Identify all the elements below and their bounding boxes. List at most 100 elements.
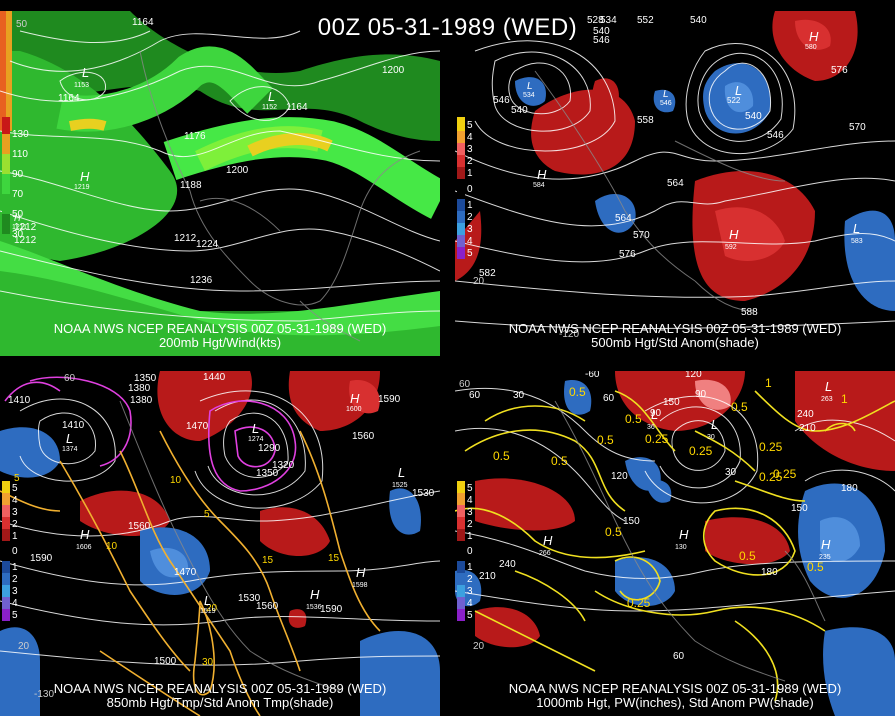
map-1000mb: 60 30 60 90 120 150 240 210 180 120 150 …	[455, 371, 895, 716]
high-value: 1536	[306, 604, 322, 611]
low-marker: L	[663, 89, 669, 100]
scale-label: 110	[12, 149, 28, 160]
contour-label: 1320	[272, 460, 295, 471]
scale-label: 3	[467, 586, 473, 597]
main-title: 00Z 05-31-1989 (WED)	[317, 14, 578, 41]
low-marker: L	[735, 83, 742, 98]
temp-label: 10	[106, 541, 118, 552]
pw-label: 0.25	[627, 596, 651, 610]
scale-label: 90	[12, 169, 24, 180]
temp-label: 15	[262, 555, 274, 566]
contour-label: 1236	[190, 275, 213, 286]
scale-label: 130	[12, 129, 29, 140]
contour-label: 1560	[256, 601, 279, 612]
edge-label: -130	[34, 689, 54, 700]
contour-label: 240	[499, 559, 516, 570]
contour-label: 1350	[134, 373, 157, 384]
panel-caption-field: 850mb Hgt/Tmp/Std Anom Tmp(shade)	[106, 695, 334, 710]
scale-label: 1	[467, 531, 473, 542]
map-850mb: 1410 1380 1350 1380 1440 1470 1290 1320 …	[0, 371, 440, 716]
low-marker: L	[268, 89, 275, 104]
pw-label: 1	[765, 376, 772, 390]
low-value: 1525	[392, 482, 408, 489]
contour-label: 1188	[180, 180, 202, 191]
contour-label: 1470	[186, 421, 209, 432]
contour-label: 1410	[62, 420, 85, 431]
color-scale: 5 4 3 2 1 0 1 2 3 4 5	[457, 117, 473, 259]
contour-label: 576	[619, 249, 636, 260]
color-scale: 130 110 90 70 50 30	[2, 117, 29, 240]
contour-label: 1560	[352, 431, 375, 442]
scale-label: 2	[467, 519, 473, 530]
panel-caption-source: NOAA NWS NCEP REANALYSIS 00Z 05-31-1989 …	[53, 681, 387, 696]
contour-label: -60	[585, 371, 600, 380]
temp-label: 5	[204, 509, 210, 520]
contour-label: 1212	[174, 233, 197, 244]
contour-label: 1440	[203, 372, 226, 383]
panel-caption-source: NOAA NWS NCEP REANALYSIS 00Z 05-31-1989 …	[508, 321, 842, 336]
scale-label: 1	[467, 562, 473, 573]
contour-label: 540	[690, 15, 707, 26]
contour-label: 1350	[256, 468, 279, 479]
scale-label: 5	[12, 483, 18, 494]
contour-label: 1164	[132, 17, 154, 28]
high-value: 592	[725, 244, 737, 251]
scale-label: 70	[12, 189, 24, 200]
color-scale: 5 4 3 2 1 0 1 2 3 4 5	[2, 481, 18, 621]
high-value: 1600	[346, 406, 362, 413]
contour-label: 60	[469, 390, 481, 401]
contour-label: 1212	[14, 235, 37, 246]
contour-label: 1176	[184, 131, 206, 142]
scale-label: 2	[467, 156, 473, 167]
contour-label: 1164	[58, 93, 80, 104]
panel-500mb-height-anomaly: 528 534 540 546 552 540 546 540 558 564 …	[455, 11, 895, 356]
low-value: 1274	[248, 436, 264, 443]
high-value: 235	[819, 554, 831, 561]
scale-label: 3	[12, 586, 18, 597]
contour-label: 180	[761, 567, 778, 578]
contour-label: 60	[673, 651, 685, 662]
low-marker: L	[66, 431, 73, 446]
contour-label: 180	[841, 483, 858, 494]
panel-caption-field: 200mb Hgt/Wind(kts)	[158, 335, 282, 350]
low-value: 1374	[62, 446, 78, 453]
pw-label: 0.5	[625, 412, 642, 426]
scale-label: 2	[12, 574, 18, 585]
low-marker: L	[398, 465, 405, 480]
map-200mb: 1164 1164 1200 1176 1188 1200 1212 1212 …	[0, 11, 440, 356]
contour-label: 564	[615, 213, 632, 224]
contour-label: 90	[695, 389, 707, 400]
panel-caption-source: NOAA NWS NCEP REANALYSIS 00Z 05-31-1989 …	[53, 321, 387, 336]
contour-label: 546	[593, 35, 610, 46]
low-marker: L	[711, 417, 718, 432]
high-marker: H	[356, 565, 366, 580]
contour-label: 1164	[286, 102, 308, 113]
low-marker: L	[651, 407, 658, 422]
low-value: 1519	[200, 608, 216, 615]
pw-label: 0.5	[597, 433, 614, 447]
contour-label: 150	[663, 397, 680, 408]
scale-label: 4	[467, 236, 473, 247]
low-value: 583	[851, 238, 863, 245]
contour-label: 1590	[378, 394, 401, 405]
contour-label: 1212	[14, 222, 37, 233]
contour-label: 1224	[196, 239, 219, 250]
low-value: 534	[523, 92, 535, 99]
contour-label: 240	[797, 409, 814, 420]
contour-label: 540	[745, 111, 762, 122]
contour-label: 540	[511, 105, 528, 116]
temp-label: 15	[328, 553, 340, 564]
contour-label: 1290	[258, 443, 281, 454]
scale-label: 5	[467, 610, 473, 621]
contour-label: 1530	[412, 488, 435, 499]
contour-label: 120	[685, 371, 702, 380]
low-marker: L	[82, 65, 89, 80]
scale-label: 3	[467, 224, 473, 235]
contour-label: 570	[633, 230, 650, 241]
contour-label: 570	[849, 122, 866, 133]
scale-label: 0	[467, 546, 473, 557]
pw-label: 0.5	[493, 449, 510, 463]
scale-label: 4	[467, 598, 473, 609]
pw-label: 0.5	[605, 525, 622, 539]
pw-label: 0.25	[759, 470, 783, 484]
